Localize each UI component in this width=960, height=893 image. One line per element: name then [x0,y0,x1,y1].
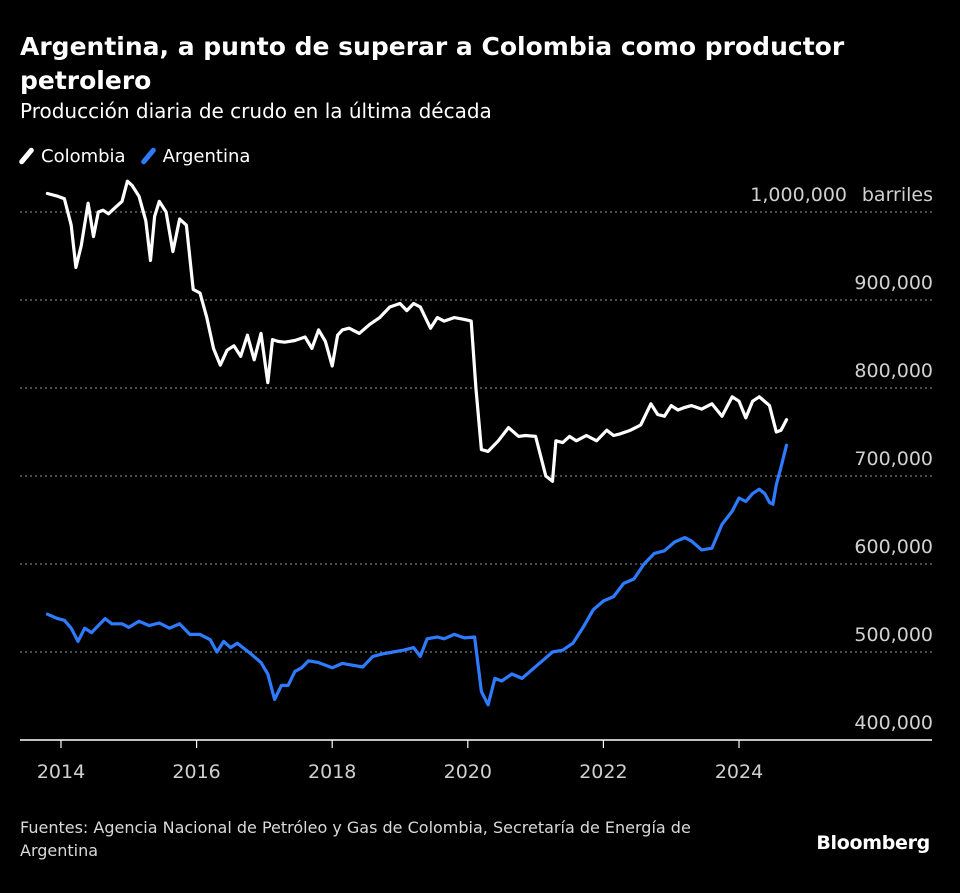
legend-label-argentina: Argentina [162,145,251,167]
series-lines [45,179,789,707]
x-tick-label: 2018 [308,761,356,783]
x-axis: 2014 2016 2018 2020 2022 2024 [20,739,932,783]
y-axis-labels: 1,000,000 barriles 900,000 800,000 700,000 60… [750,184,933,734]
y-tick-label: 700,000 [854,448,933,470]
x-tick-label: 2024 [715,761,763,783]
series-line-argentina [45,443,789,707]
legend-item-colombia: Colombia [18,145,126,167]
y-tick-label: 800,000 [854,360,933,382]
x-tick-label: 2016 [172,761,220,783]
chart-subtitle: Producción diaria de crudo en la última … [20,99,492,123]
y-unit-label: barriles [862,184,933,206]
grid-lines [20,211,932,653]
y-tick-label: 500,000 [854,624,933,646]
legend-label-colombia: Colombia [41,145,126,167]
legend: Colombia Argentina [18,143,266,169]
x-tick-label: 2022 [579,761,627,783]
y-tick-label: 1,000,000 [750,184,847,206]
series-line-colombia [45,179,789,483]
x-tick-label: 2020 [444,761,492,783]
y-tick-label: 400,000 [854,712,933,734]
source-note: Fuentes: Agencia Nacional de Petróleo y … [20,818,691,860]
y-tick-label: 900,000 [854,272,933,294]
line-chart: 2014 2016 2018 2020 2022 2024 1,000,000 barril… [20,179,933,783]
bloomberg-logo: Bloomberg [816,832,930,854]
y-tick-label: 600,000 [854,536,933,558]
chart-title: Argentina, a punto de superar a Colombia… [20,32,845,95]
x-tick-label: 2014 [37,761,85,783]
legend-item-argentina: Argentina [139,145,251,167]
legend-swatch-argentina [139,146,157,166]
legend-swatch-colombia [18,146,35,166]
